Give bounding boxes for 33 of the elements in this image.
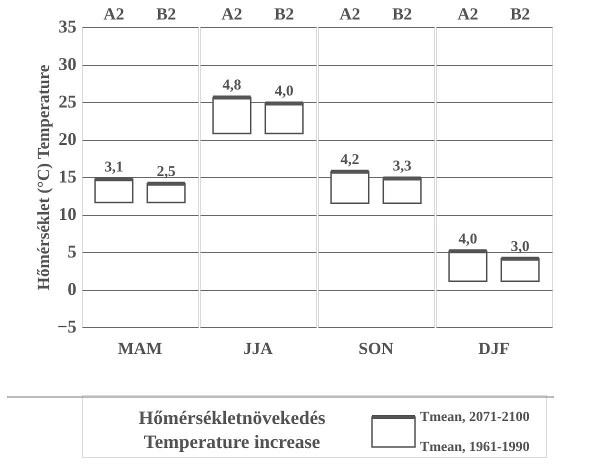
- data-label: 4,8: [222, 78, 242, 94]
- y-tick-label: 0: [68, 279, 76, 299]
- data-label: 4,2: [340, 152, 360, 168]
- y-tick-label: 20: [58, 129, 76, 149]
- data-label: 3,0: [510, 238, 530, 255]
- data-label: 3,3: [392, 158, 412, 174]
- legend-title: Hőmérsékletnövekedés Temperature increase: [138, 408, 326, 453]
- y-tick-label: −5: [57, 316, 76, 336]
- x-axis-title: SON: [358, 339, 394, 358]
- x-tick-label: A2: [457, 4, 478, 24]
- y-tick-label: 5: [68, 242, 76, 262]
- y-tick-label: 35: [58, 16, 76, 36]
- x-tick-label: B2: [392, 4, 412, 24]
- x-tick-label: A2: [221, 4, 242, 24]
- x-axis-title: JJA: [243, 339, 274, 358]
- text: Tmean, 2071-2100: [420, 410, 530, 425]
- y-axis-title: Hőmérséklet (°C) Temperature: [34, 64, 54, 290]
- y-tick-label: 25: [58, 92, 76, 112]
- y-tick-label: 10: [58, 204, 76, 224]
- data-label: 4,0: [274, 84, 294, 100]
- data-label: 4,0: [458, 231, 478, 248]
- x-axis-title: DJF: [478, 339, 510, 358]
- y-tick-label: 30: [58, 54, 76, 74]
- data-label: 2,5: [156, 164, 176, 180]
- x-tick-label: B2: [510, 4, 530, 24]
- text: Tmean, 1961-1990: [420, 440, 530, 455]
- x-axis-title: MAM: [118, 339, 162, 358]
- x-tick-label: A2: [339, 4, 360, 24]
- x-tick-label: A2: [103, 4, 124, 24]
- x-tick-label: B2: [274, 4, 294, 24]
- y-tick-label: 15: [58, 166, 76, 186]
- data-label: 3,1: [104, 159, 124, 176]
- x-tick-label: B2: [156, 4, 176, 24]
